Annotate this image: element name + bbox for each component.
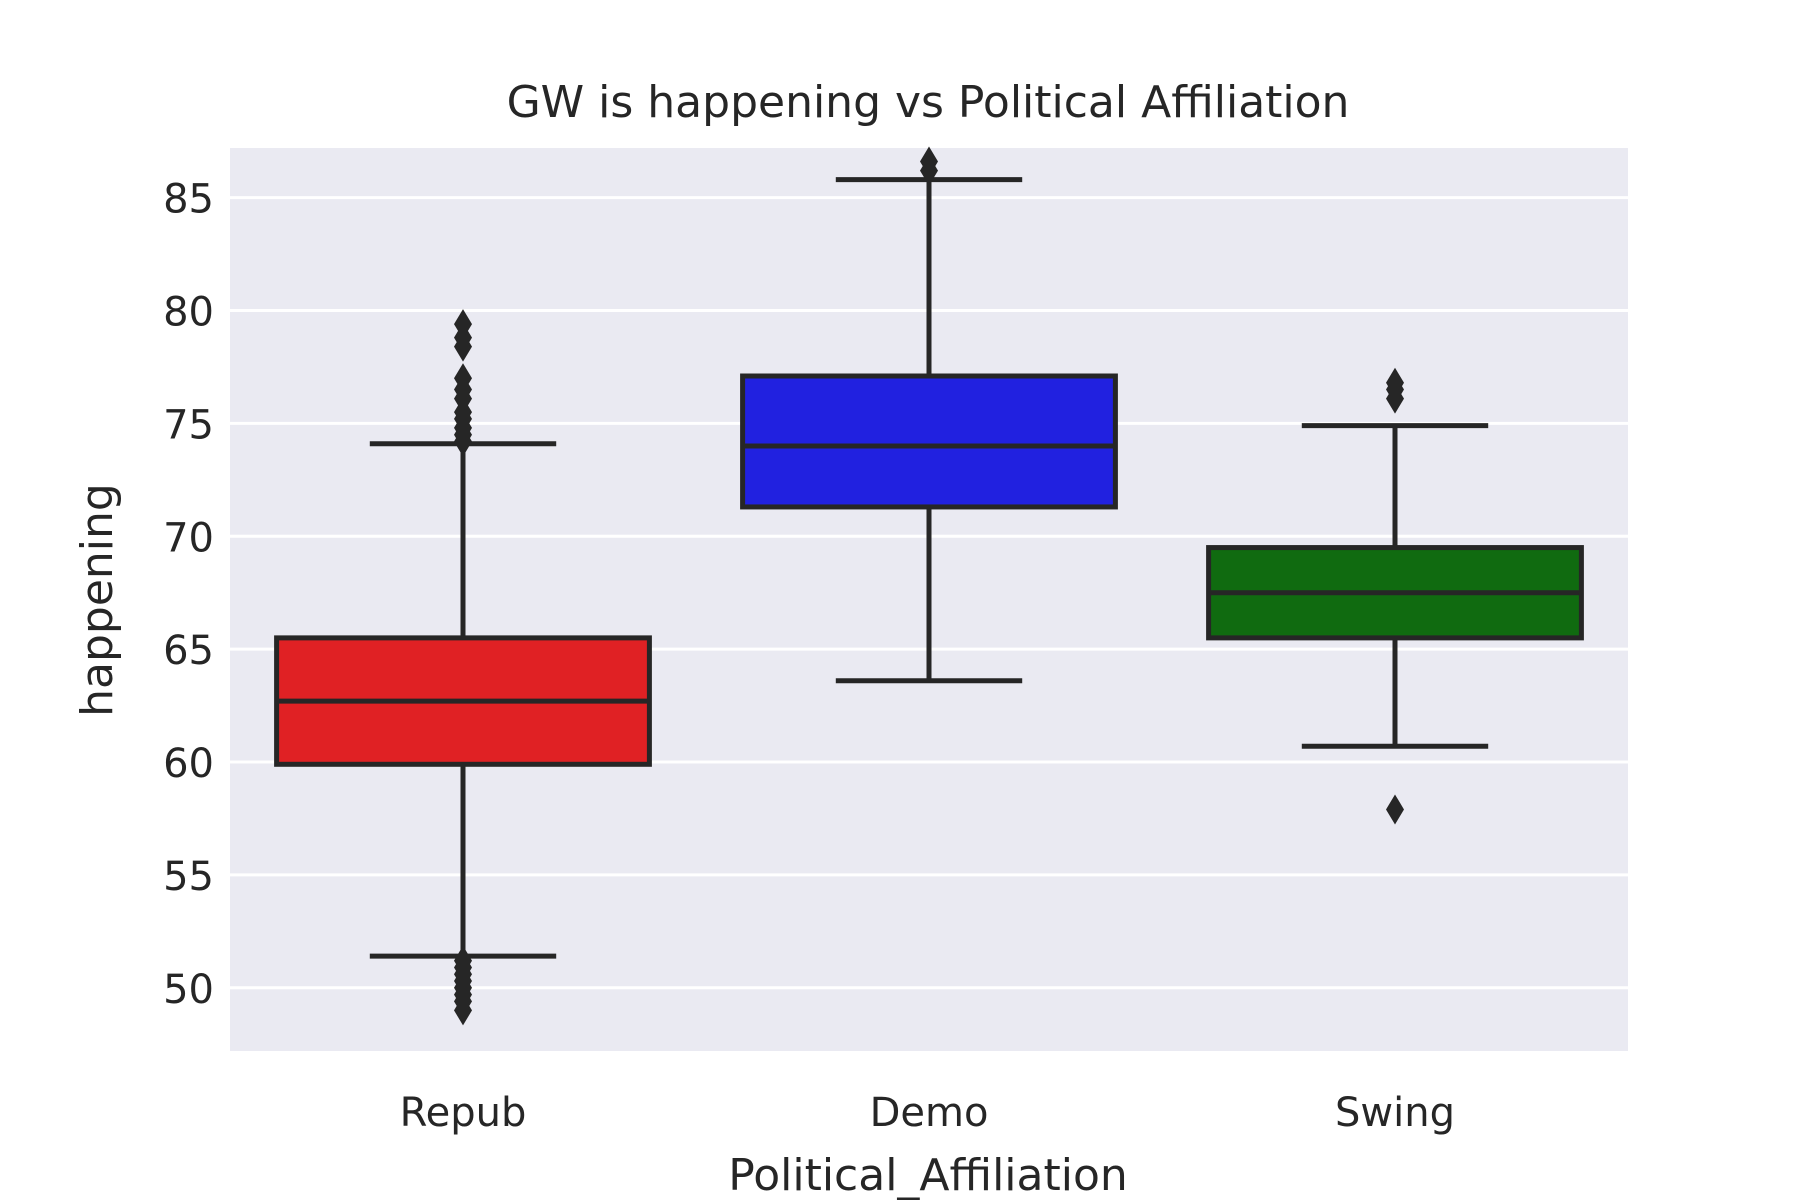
chart-title: GW is happening vs Political Affiliation [507,77,1350,128]
y-tick-label-75: 75 [163,402,214,448]
y-tick-label-50: 50 [163,967,214,1013]
y-tick-label-80: 80 [163,290,214,336]
outlier-point [1386,383,1404,414]
x-tick-label-swing: Swing [1335,1090,1455,1136]
y-tick-label-85: 85 [163,177,214,223]
boxes [274,146,1584,1026]
box-group-repub [274,309,652,1026]
outlier-point [454,995,472,1026]
outlier-point [454,426,472,457]
y-tick-label-65: 65 [163,628,214,674]
box-iqr [740,373,1118,510]
x-axis-label: Political_Affiliation [728,1150,1128,1200]
x-tick-label-demo: Demo [870,1090,989,1136]
outlier-point [1386,794,1404,825]
y-axis-label: happening [72,483,123,717]
y-tick-label-55: 55 [163,854,214,900]
y-tick-label-60: 60 [163,741,214,787]
outlier-point [454,331,472,362]
x-tick-label-repub: Repub [400,1090,527,1136]
box-group-demo [740,146,1118,684]
x-tick-labels: Repub Demo Swing [400,1090,1455,1136]
y-tick-label-70: 70 [163,515,214,561]
outlier-point [920,155,938,186]
y-tick-labels: 50 55 60 65 70 75 80 85 [163,177,214,1013]
box-group-swing [1206,367,1584,825]
